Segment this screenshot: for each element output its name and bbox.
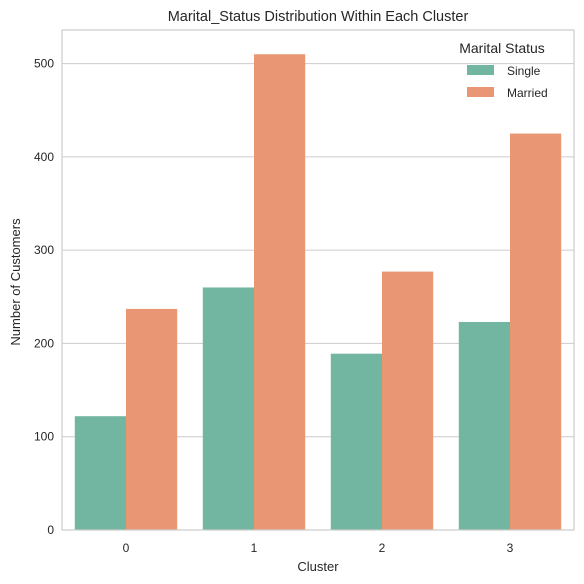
chart-title: Marital_Status Distribution Within Each … — [168, 9, 469, 25]
legend-swatch-single — [467, 65, 494, 75]
legend-swatch-married — [467, 87, 494, 97]
legend-title: Marital Status — [459, 40, 545, 56]
bar-married-cluster-2 — [382, 272, 433, 530]
bar-single-cluster-3 — [459, 322, 510, 530]
y-axis-label: Number of Customers — [8, 218, 23, 346]
bar-single-cluster-0 — [75, 416, 126, 530]
legend-label-married: Married — [507, 86, 548, 100]
legend-label-single: Single — [507, 64, 541, 78]
bar-single-cluster-1 — [203, 287, 254, 530]
y-tick-label: 200 — [34, 336, 54, 350]
bar-married-cluster-3 — [510, 134, 561, 530]
bar-married-cluster-1 — [254, 54, 305, 530]
bar-married-cluster-0 — [126, 309, 177, 530]
y-tick-label: 400 — [34, 150, 54, 164]
bar-single-cluster-2 — [331, 354, 382, 530]
x-axis-label: Cluster — [297, 559, 339, 574]
x-tick-label: 2 — [379, 541, 386, 555]
y-tick-label: 300 — [34, 243, 54, 257]
x-tick-label: 0 — [123, 541, 130, 555]
y-tick-label: 500 — [34, 57, 54, 71]
y-tick-label: 0 — [47, 523, 54, 537]
x-tick-label: 3 — [507, 541, 514, 555]
y-tick-label: 100 — [34, 430, 54, 444]
x-tick-label: 1 — [251, 541, 258, 555]
